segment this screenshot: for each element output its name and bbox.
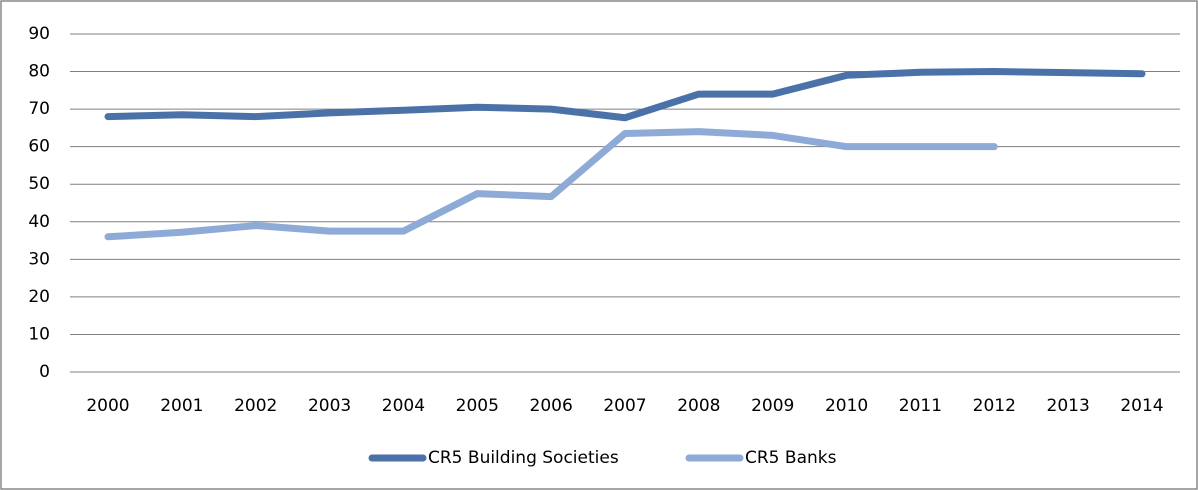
x-tick-label: 2004 (382, 396, 425, 416)
y-tick-label: 10 (28, 324, 50, 344)
x-tick-label: 2000 (86, 396, 129, 416)
x-tick-label: 2012 (973, 396, 1016, 416)
y-tick-label: 20 (28, 287, 50, 307)
legend-label: CR5 Banks (745, 448, 837, 468)
series-line (104, 128, 998, 241)
x-tick-label: 2009 (751, 396, 794, 416)
x-tick-label: 2011 (899, 396, 942, 416)
x-tick-label: 2002 (234, 396, 277, 416)
x-tick-label: 2014 (1120, 396, 1163, 416)
y-tick-label: 60 (28, 137, 50, 157)
series-line (104, 68, 1146, 122)
y-tick-label: 90 (28, 24, 50, 44)
x-tick-label: 2003 (308, 396, 351, 416)
x-tick-label: 2006 (530, 396, 573, 416)
y-tick-label: 70 (28, 99, 50, 119)
x-tick-label: 2013 (1047, 396, 1090, 416)
x-tick-label: 2008 (677, 396, 720, 416)
y-tick-label: 80 (28, 62, 50, 82)
x-tick-label: 2007 (603, 396, 646, 416)
y-tick-label: 50 (28, 174, 50, 194)
y-tick-label: 40 (28, 212, 50, 232)
x-tick-label: 2001 (160, 396, 203, 416)
legend-label: CR5 Building Societies (428, 448, 619, 468)
x-tick-label: 2010 (825, 396, 868, 416)
y-tick-label: 30 (28, 249, 50, 269)
y-tick-label: 0 (39, 362, 50, 382)
x-tick-label: 2005 (456, 396, 499, 416)
